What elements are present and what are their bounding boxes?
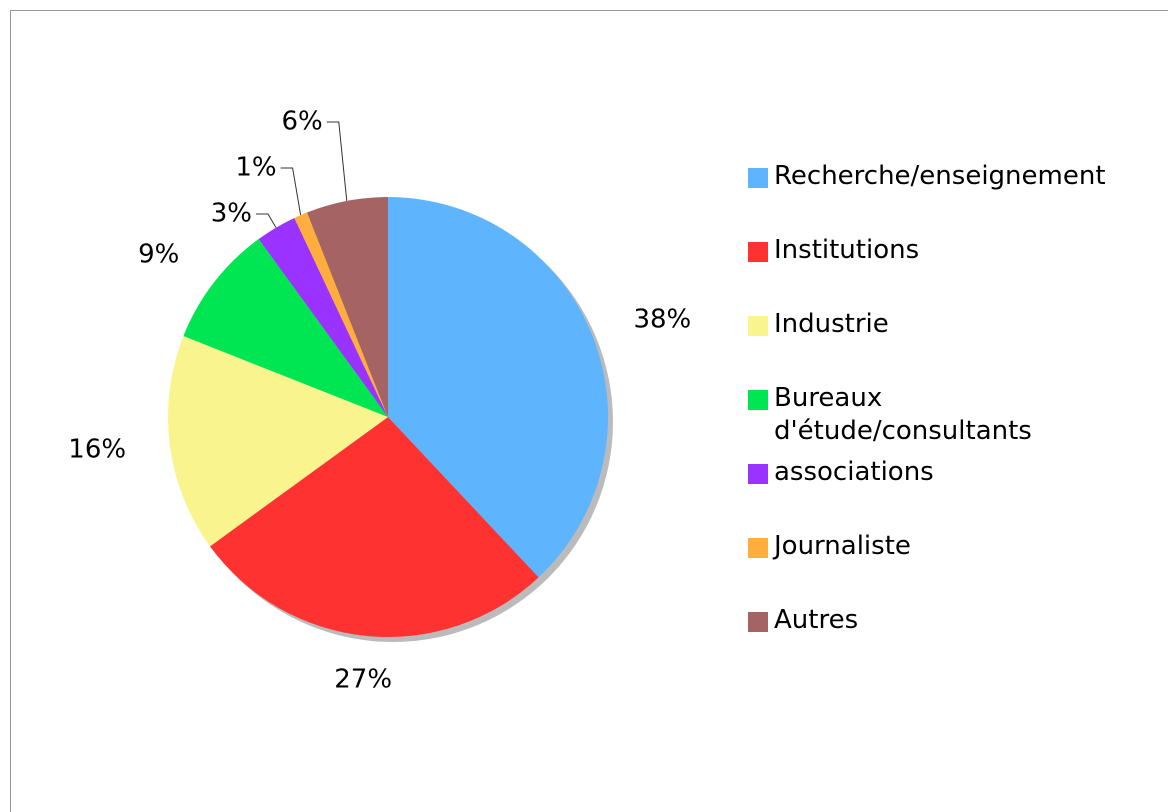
legend-label: Bureaux d'étude/consultants bbox=[774, 383, 1032, 446]
pie-slice bbox=[168, 336, 388, 547]
legend-item: Journaliste bbox=[748, 530, 1158, 604]
legend-item: Institutions bbox=[748, 234, 1158, 308]
pie-slice bbox=[258, 217, 388, 417]
legend-item: associations bbox=[748, 456, 1158, 530]
legend-label: Autres bbox=[774, 605, 859, 635]
data-label: 38% bbox=[633, 304, 691, 334]
pie-slice bbox=[307, 197, 388, 417]
pie-slice bbox=[210, 417, 539, 637]
legend: Recherche/enseignement Institutions Indust… bbox=[748, 160, 1158, 678]
legend-label: Industrie bbox=[774, 309, 889, 339]
legend-label: Journaliste bbox=[774, 531, 911, 561]
legend-swatch bbox=[748, 538, 768, 558]
data-label: 16% bbox=[68, 435, 126, 465]
pie-slice bbox=[388, 197, 608, 578]
pie-slice bbox=[183, 239, 388, 417]
legend-swatch bbox=[748, 390, 768, 410]
legend-swatch bbox=[748, 464, 768, 484]
data-label: 1% bbox=[235, 153, 276, 183]
data-label: 27% bbox=[334, 664, 392, 694]
data-label: 6% bbox=[282, 107, 323, 137]
frame bbox=[10, 10, 1168, 812]
leader-line bbox=[280, 167, 302, 216]
leader-line bbox=[326, 121, 348, 201]
legend-item: Autres bbox=[748, 604, 1158, 678]
legend-item: Bureaux d'étude/consultants bbox=[748, 382, 1158, 456]
legend-swatch bbox=[748, 316, 768, 336]
legend-item: Industrie bbox=[748, 308, 1158, 382]
legend-label: associations bbox=[774, 457, 934, 487]
pie-slice bbox=[294, 212, 388, 417]
legend-label: Recherche/enseignement bbox=[774, 161, 1106, 191]
legend-label: Institutions bbox=[774, 235, 920, 265]
legend-swatch bbox=[748, 612, 768, 632]
data-label: 9% bbox=[138, 240, 179, 270]
legend-item: Recherche/enseignement bbox=[748, 160, 1158, 234]
legend-swatch bbox=[748, 168, 768, 188]
data-label: 3% bbox=[211, 199, 252, 229]
legend-swatch bbox=[748, 242, 768, 262]
leader-line bbox=[256, 213, 277, 228]
